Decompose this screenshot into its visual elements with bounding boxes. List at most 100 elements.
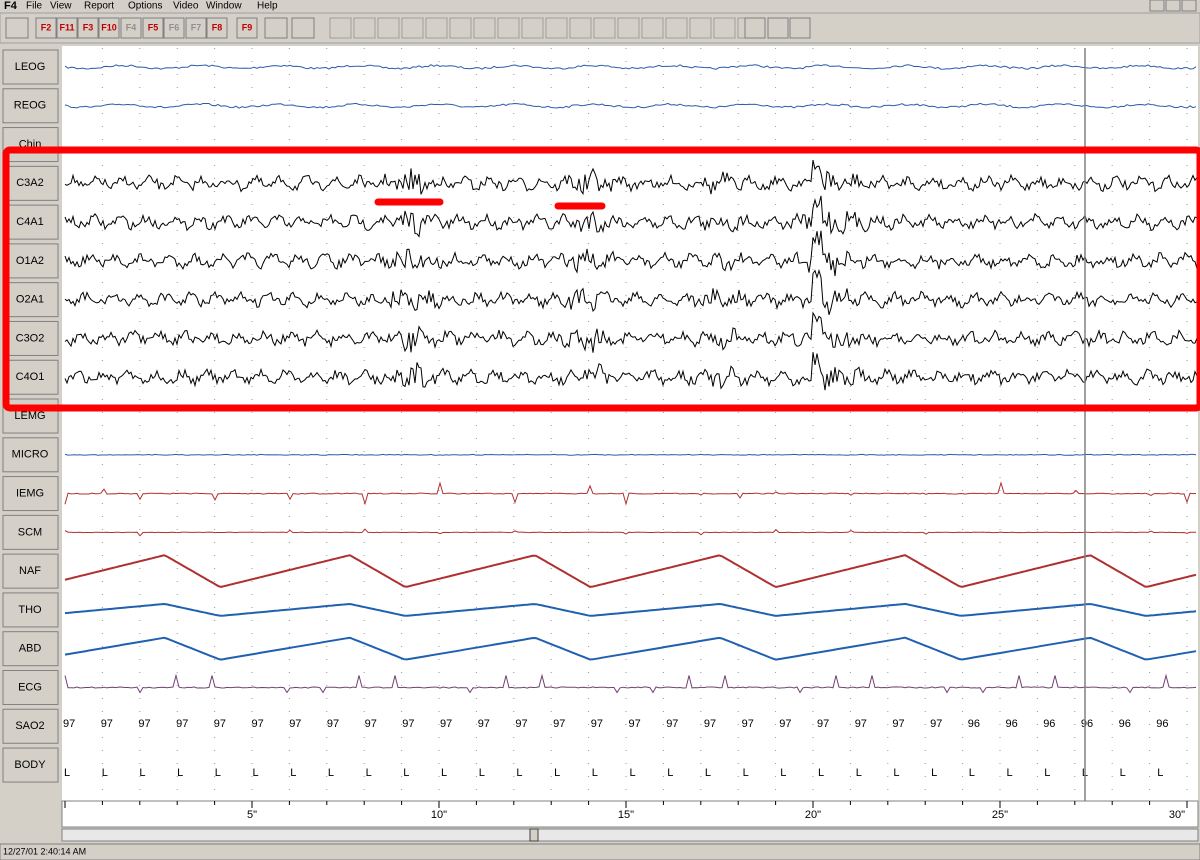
channel-button[interactable] xyxy=(2,320,59,356)
signal-trace xyxy=(64,352,1198,391)
minimize[interactable] xyxy=(1149,0,1165,12)
toolbar-button[interactable] xyxy=(689,17,712,39)
menu-item[interactable]: Report xyxy=(84,1,114,12)
function-key[interactable] xyxy=(77,17,99,39)
sao2-value: 97 xyxy=(440,718,452,730)
function-key[interactable] xyxy=(120,17,142,39)
body-value: L xyxy=(139,767,145,779)
sao2-value: 97 xyxy=(629,718,641,730)
channel-label: MICRO xyxy=(12,449,49,461)
sao2-value: 97 xyxy=(402,718,414,730)
toolbar-button[interactable] xyxy=(744,17,766,39)
menu-item[interactable]: Video xyxy=(173,1,199,12)
menu-item[interactable]: Window xyxy=(206,1,242,12)
toolbar-button[interactable] xyxy=(377,17,400,39)
channel-button[interactable] xyxy=(2,359,59,395)
channel-button[interactable] xyxy=(2,592,59,628)
channel-button[interactable] xyxy=(2,127,59,163)
function-key[interactable] xyxy=(163,17,185,39)
close[interactable] xyxy=(1181,0,1197,12)
restore[interactable] xyxy=(1165,0,1181,12)
sao2-value: 96 xyxy=(1156,718,1168,730)
channel-label: O2A1 xyxy=(16,294,44,306)
channel-button[interactable] xyxy=(2,282,59,318)
time-label: 15" xyxy=(618,809,634,821)
sao2-value: 97 xyxy=(252,718,264,730)
signal-trace xyxy=(64,602,1197,617)
function-key[interactable] xyxy=(142,17,164,39)
toolbar-button[interactable] xyxy=(473,17,496,39)
channel-button[interactable] xyxy=(2,631,59,667)
toolbar-button[interactable] xyxy=(789,17,811,39)
channel-button[interactable] xyxy=(2,204,59,240)
toolbar-button[interactable] xyxy=(617,17,640,39)
toolbar-button[interactable] xyxy=(545,17,568,39)
channel-button[interactable] xyxy=(2,476,59,512)
channel-button[interactable] xyxy=(2,708,59,744)
sao2-value: 96 xyxy=(1043,718,1055,730)
function-key[interactable] xyxy=(35,17,57,39)
menu-item[interactable]: Help xyxy=(257,1,278,12)
sao2-value: 97 xyxy=(591,718,603,730)
channel-label: THO xyxy=(18,604,42,616)
toolbar-button[interactable] xyxy=(401,17,424,39)
toolbar-button[interactable] xyxy=(641,17,664,39)
channel-button[interactable] xyxy=(2,669,59,705)
sao2-value: 97 xyxy=(892,718,904,730)
channel-button[interactable] xyxy=(2,88,59,124)
function-key-label: F7 xyxy=(191,22,202,32)
toolbar-button[interactable] xyxy=(497,17,520,39)
body-value: L xyxy=(290,767,296,779)
channel-button[interactable] xyxy=(2,514,59,550)
channel-label: C4A1 xyxy=(16,216,44,228)
scrollbar[interactable] xyxy=(61,828,1199,842)
toolbar-button[interactable] xyxy=(521,17,544,39)
help-button[interactable] xyxy=(291,17,315,39)
time-label: 5" xyxy=(247,809,257,821)
channel-button[interactable] xyxy=(2,553,59,589)
channel-button[interactable] xyxy=(2,747,59,783)
channel-label: SCM xyxy=(18,526,42,538)
open-button[interactable] xyxy=(5,17,29,39)
function-key[interactable] xyxy=(236,17,258,39)
function-key[interactable] xyxy=(185,17,207,39)
print-button[interactable] xyxy=(264,17,288,39)
menu-item[interactable]: Options xyxy=(128,1,162,12)
sao2-value: 97 xyxy=(327,718,339,730)
channel-button[interactable] xyxy=(2,243,59,279)
function-key[interactable] xyxy=(206,17,228,39)
toolbar-button[interactable] xyxy=(593,17,616,39)
signal-trace xyxy=(64,528,1197,537)
toolbar-button[interactable] xyxy=(353,17,376,39)
toolbar-button[interactable] xyxy=(425,17,448,39)
scroll-thumb[interactable] xyxy=(529,828,539,842)
sao2-value: 97 xyxy=(515,718,527,730)
toolbar-button[interactable] xyxy=(569,17,592,39)
sao2-value: 97 xyxy=(176,718,188,730)
toolbar-button[interactable] xyxy=(713,17,736,39)
toolbar-button[interactable] xyxy=(767,17,789,39)
app-name: F4 xyxy=(4,0,18,12)
sao2-value: 97 xyxy=(138,718,150,730)
time-label: 20" xyxy=(805,809,821,821)
channel-button[interactable] xyxy=(2,437,59,473)
toolbar-button[interactable] xyxy=(449,17,472,39)
toolbar-button[interactable] xyxy=(329,17,352,39)
menu-item[interactable]: View xyxy=(50,1,72,12)
channel-button[interactable] xyxy=(2,49,59,85)
function-key[interactable] xyxy=(98,17,120,39)
function-key-label: F3 xyxy=(83,22,94,32)
sao2-value: 97 xyxy=(101,718,113,730)
body-value: L xyxy=(667,767,673,779)
signal-trace xyxy=(64,230,1198,277)
sao2-value: 97 xyxy=(930,718,942,730)
toolbar-button[interactable] xyxy=(665,17,688,39)
menu-item[interactable]: File xyxy=(26,1,43,12)
function-key[interactable] xyxy=(56,17,78,39)
sao2-value: 97 xyxy=(214,718,226,730)
signal-trace xyxy=(64,636,1197,661)
function-key-label: F11 xyxy=(59,22,74,32)
body-value: L xyxy=(592,767,598,779)
